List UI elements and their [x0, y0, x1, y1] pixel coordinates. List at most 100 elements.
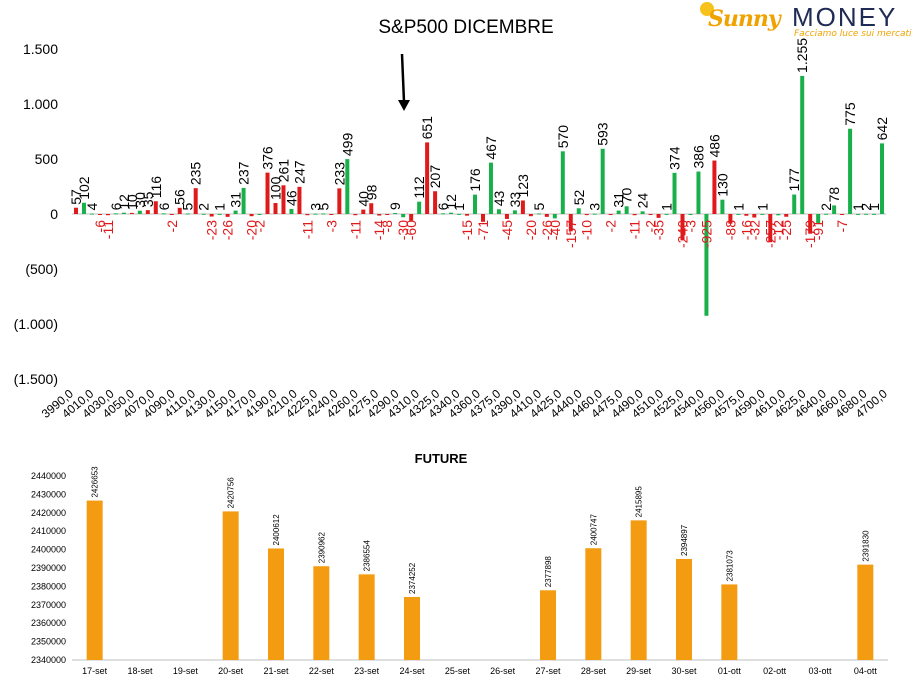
bar: [225, 214, 230, 217]
future-y-tick: 2350000: [31, 637, 66, 647]
bar: [97, 214, 102, 215]
data-label: -26: [539, 220, 555, 240]
data-label: -240: [675, 220, 691, 248]
data-label: -925: [698, 220, 714, 248]
data-label: 30: [132, 192, 148, 208]
future-x-tick: 22-set: [309, 666, 335, 676]
data-label: -2: [603, 220, 619, 233]
data-label: 5: [180, 202, 196, 210]
bar: [129, 212, 134, 214]
bar: [377, 214, 382, 216]
data-label: 1: [212, 203, 228, 211]
data-label: -7: [834, 220, 850, 233]
y-tick-label: (1.000): [14, 316, 58, 332]
brand-logo: Sunny MONEY Facciamo luce sui mercati: [700, 2, 915, 42]
bar: [688, 214, 693, 215]
data-label: 499: [339, 133, 355, 157]
bar: [776, 214, 781, 216]
y-tick-label: 0: [50, 206, 58, 222]
bar: [784, 214, 789, 217]
data-label: 52: [571, 189, 587, 205]
data-label: 176: [467, 168, 483, 192]
data-label: 2: [858, 203, 874, 211]
bar: [345, 159, 350, 214]
bar: [848, 128, 853, 214]
future-y-tick: 2360000: [31, 618, 66, 628]
y-tick-label: 500: [35, 151, 59, 167]
bar: [353, 214, 358, 216]
bar: [281, 185, 286, 214]
data-label: 593: [595, 122, 611, 146]
bar: [241, 187, 246, 214]
sun-icon: [700, 2, 714, 16]
future-value-label: 2390962: [317, 532, 326, 564]
bar: [201, 213, 206, 215]
bar: [273, 203, 278, 214]
future-bar: [676, 558, 692, 660]
data-label: 3: [587, 203, 603, 211]
bar: [105, 214, 110, 216]
bar: [425, 142, 430, 214]
logo-tagline: Facciamo luce sui mercati: [794, 29, 912, 39]
bar: [648, 214, 653, 215]
data-label: 6: [156, 202, 172, 210]
data-label: -157: [563, 220, 579, 248]
bar: [329, 214, 334, 215]
data-label: -15: [459, 220, 475, 240]
bar: [297, 186, 302, 214]
data-label: 775: [842, 102, 858, 126]
data-label: 642: [874, 117, 890, 141]
data-label: -257: [762, 220, 778, 248]
data-label: 6: [435, 202, 451, 210]
bar: [321, 213, 326, 215]
bar: [217, 213, 222, 215]
data-label: 10: [124, 194, 140, 210]
bar: [752, 214, 757, 218]
data-label: 386: [690, 145, 706, 169]
data-label: -11: [347, 220, 363, 239]
bar: [249, 214, 254, 217]
bar: [457, 213, 462, 215]
bar: [337, 188, 342, 214]
data-label: 40: [355, 191, 371, 207]
data-label: -8: [379, 220, 395, 233]
bar: [872, 213, 877, 215]
bar: [161, 213, 166, 215]
data-label: -16: [738, 220, 754, 240]
future-y-tick: 2440000: [31, 471, 66, 481]
bar: [209, 214, 214, 217]
future-y-tick: 2430000: [31, 489, 66, 499]
bar: [313, 213, 318, 215]
data-label: -2: [252, 220, 268, 233]
data-label: 24: [635, 193, 651, 209]
bar: [121, 212, 126, 214]
data-label: 70: [619, 188, 635, 204]
future-bar: [222, 511, 239, 660]
bar: [712, 160, 717, 214]
bar: [433, 191, 438, 214]
bar: [584, 214, 589, 216]
future-x-tick: 01-ott: [718, 666, 742, 676]
data-label: -12: [770, 220, 786, 240]
future-bar: [313, 566, 330, 660]
data-label: 1: [730, 203, 746, 211]
data-label: 12: [116, 194, 132, 210]
future-bar: [721, 584, 738, 660]
bar: [768, 214, 773, 243]
future-y-tick: 2340000: [31, 655, 66, 665]
future-x-tick: 30-set: [671, 666, 697, 676]
bar: [496, 209, 501, 214]
data-label: -32: [746, 220, 762, 240]
data-label: 102: [76, 176, 92, 200]
bar: [552, 214, 557, 219]
bar: [792, 194, 797, 214]
data-label: 651: [419, 116, 435, 140]
future-bar: [268, 548, 284, 660]
bar: [441, 213, 446, 215]
data-label: -91: [810, 220, 826, 240]
bar: [864, 213, 869, 215]
bar: [640, 211, 645, 214]
data-label: 376: [260, 146, 276, 170]
future-x-tick: 21-set: [263, 666, 289, 676]
bar: [744, 214, 749, 216]
